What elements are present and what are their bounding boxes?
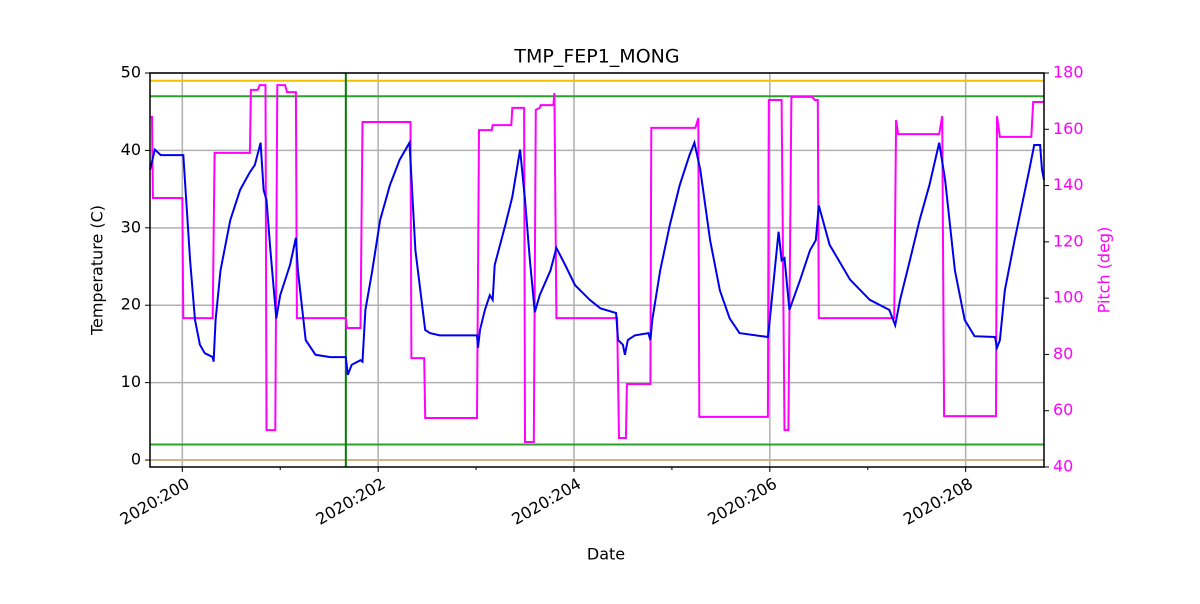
x-tick-label: 2020:202 [313, 474, 389, 529]
x-axis-label: Date [587, 545, 625, 564]
y2-tick-label: 40 [1053, 457, 1073, 476]
y2-tick-label: 100 [1053, 288, 1084, 307]
y2-tick-label: 80 [1053, 344, 1073, 363]
plot-frame [149, 72, 1045, 468]
chart-title: TMP_FEP1_MONG [513, 46, 679, 68]
y-tick-label: 10 [121, 372, 141, 391]
data-line [149, 139, 1045, 376]
y-tick-label: 0 [131, 450, 141, 469]
x-tick-label: 2020:206 [704, 474, 780, 529]
y-tick-label: 30 [121, 217, 141, 236]
y2-tick-label: 160 [1053, 119, 1084, 138]
y2-axis-label: Pitch (deg) [1095, 227, 1114, 314]
y2-tick-label: 140 [1053, 175, 1084, 194]
data-line [150, 84, 1044, 443]
x-tick-label: 2020:208 [900, 474, 976, 529]
y-tick-label: 40 [121, 140, 141, 159]
y-tick-label: 50 [121, 63, 141, 82]
y2-tick-label: 180 [1053, 63, 1084, 82]
x-tick-label: 2020:200 [117, 474, 193, 529]
y-tick-label: 20 [121, 295, 141, 314]
y2-tick-label: 120 [1053, 231, 1084, 250]
y-axis-label: Temperature (C) [88, 205, 107, 336]
y2-tick-label: 60 [1053, 400, 1073, 419]
x-tick-label: 2020:204 [508, 474, 584, 529]
